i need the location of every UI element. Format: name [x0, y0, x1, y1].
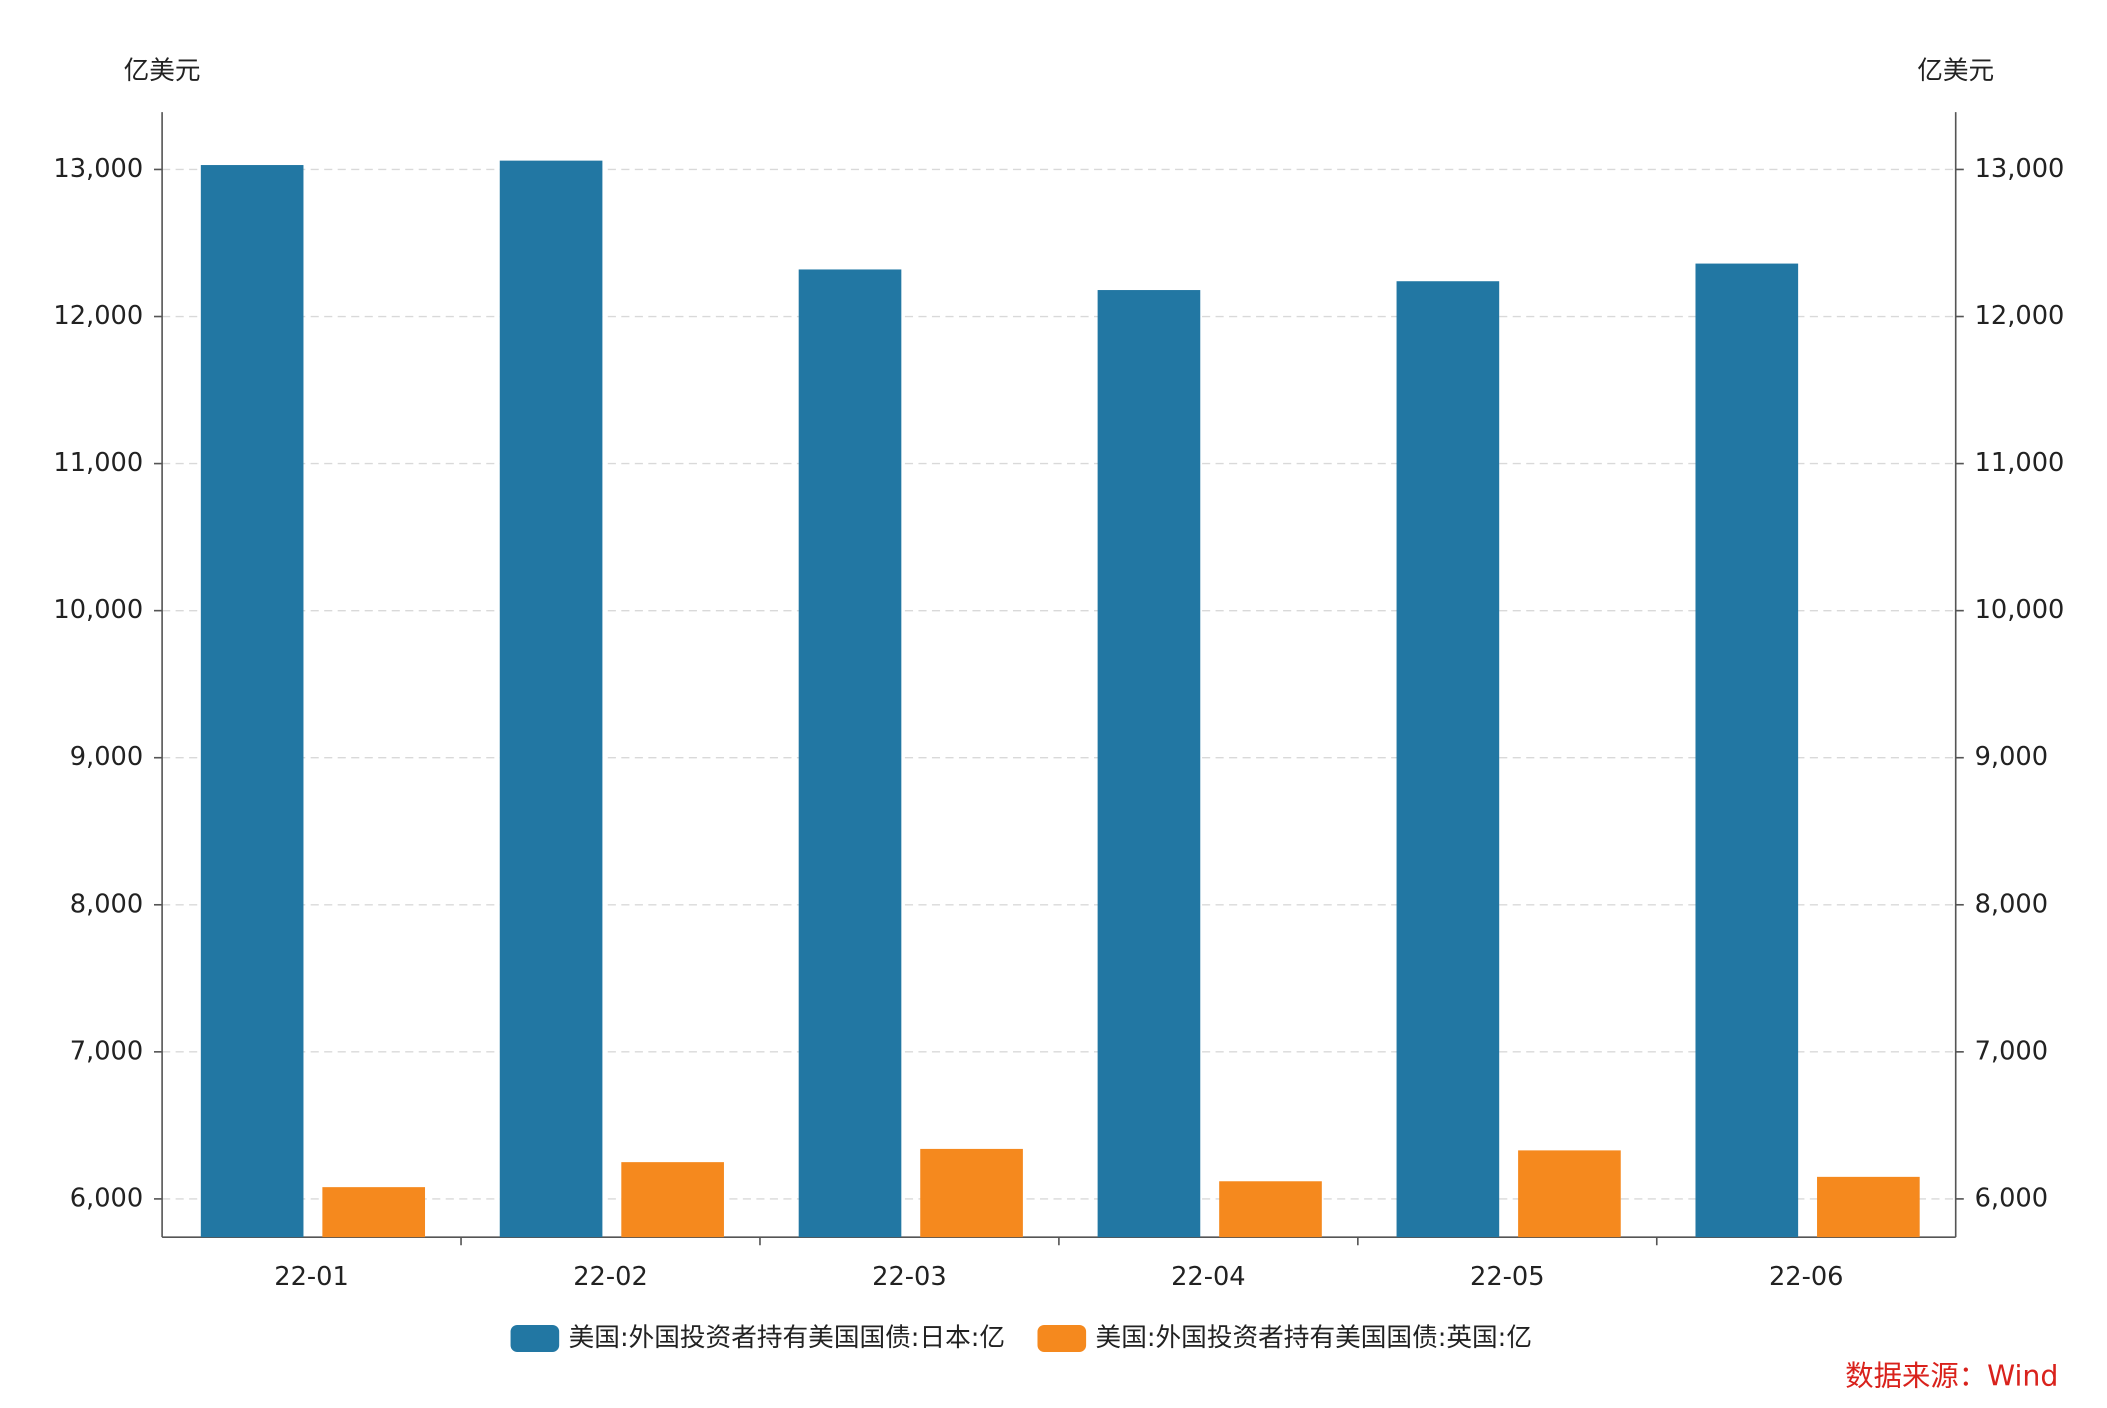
x-tick-label: 22-06 — [1769, 1262, 1844, 1292]
bar — [1097, 290, 1201, 1238]
y-tick-label: 7,000 — [70, 1036, 143, 1066]
source-note: 数据来源：Wind — [1845, 1360, 2058, 1393]
bar — [621, 1162, 724, 1238]
legend-label: 美国:外国投资者持有美国国债:日本:亿 — [569, 1323, 1005, 1353]
y2-tick-label: 12,000 — [1975, 301, 2065, 331]
bar — [499, 160, 603, 1238]
y-tick-label: 6,000 — [70, 1183, 143, 1213]
bar — [1695, 263, 1799, 1238]
bar — [322, 1187, 426, 1238]
x-tick-label: 22-02 — [573, 1262, 648, 1292]
y2-axis-unit: 亿美元 — [1917, 56, 1994, 86]
y2-tick-label: 13,000 — [1975, 154, 2065, 184]
bar — [1396, 281, 1500, 1238]
legend-swatch — [510, 1324, 560, 1352]
y-tick-label: 12,000 — [53, 301, 143, 331]
legend-label: 美国:外国投资者持有美国国债:英国:亿 — [1096, 1323, 1532, 1353]
bar — [920, 1148, 1023, 1238]
bar — [1817, 1176, 1920, 1238]
y2-tick-label: 9,000 — [1975, 742, 2048, 772]
x-tick-label: 22-03 — [872, 1262, 947, 1292]
y-tick-label: 8,000 — [70, 889, 143, 919]
y-tick-label: 11,000 — [53, 448, 143, 478]
y-axis-unit: 亿美元 — [124, 56, 201, 86]
bar — [798, 269, 902, 1238]
y-tick-label: 9,000 — [70, 742, 143, 772]
y-tick-label: 13,000 — [53, 154, 143, 184]
y-tick-label: 10,000 — [53, 595, 143, 625]
bar — [1518, 1150, 1621, 1238]
bar — [1219, 1181, 1322, 1238]
y2-tick-label: 10,000 — [1975, 595, 2065, 625]
x-tick-label: 22-01 — [274, 1262, 349, 1292]
y2-tick-label: 11,000 — [1975, 448, 2065, 478]
y2-tick-label: 6,000 — [1975, 1183, 2048, 1213]
y2-tick-label: 7,000 — [1975, 1036, 2048, 1066]
x-tick-label: 22-04 — [1171, 1262, 1246, 1292]
legend-swatch — [1037, 1324, 1087, 1352]
x-tick-label: 22-05 — [1470, 1262, 1545, 1292]
y2-tick-label: 8,000 — [1975, 889, 2048, 919]
bar — [200, 165, 304, 1238]
